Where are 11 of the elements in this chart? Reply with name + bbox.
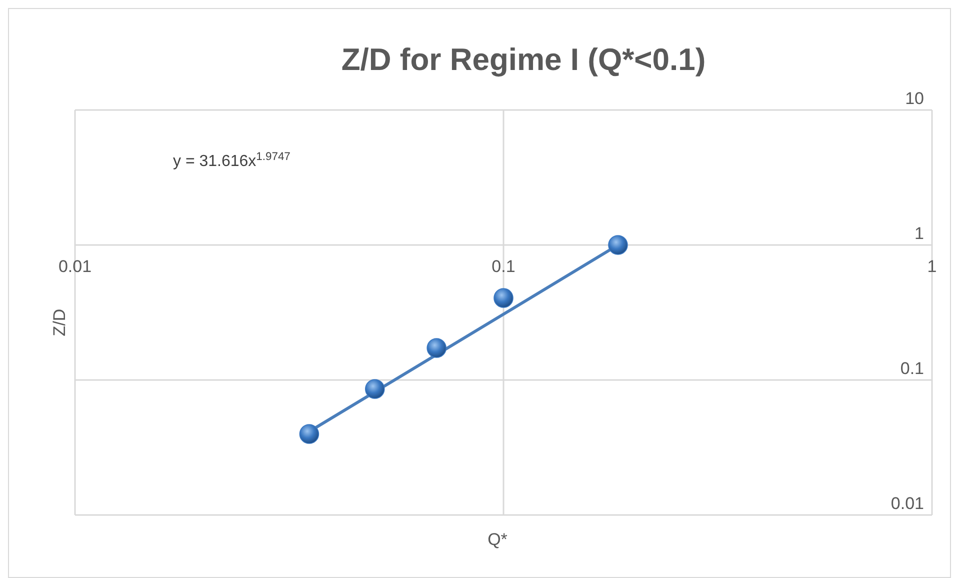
x-tick-label: 1 <box>927 257 937 276</box>
annotation: y = 31.616x$^{1.9747}$ <box>173 151 290 170</box>
x-axis-title: Q* <box>488 530 508 549</box>
y-tick-label: 1 <box>914 224 924 243</box>
x-tick-label: 0.1 <box>492 257 516 276</box>
y-axis-title: Z/D <box>50 308 69 336</box>
y-tick-label: 0.1 <box>900 359 924 378</box>
chart-title: Z/D for Regime I (Q*<0.1) <box>341 42 706 77</box>
y-tick-label: 10 <box>905 89 924 108</box>
y-tick-label: 0.01 <box>890 494 924 513</box>
x-tick-label: 0.01 <box>58 257 92 276</box>
